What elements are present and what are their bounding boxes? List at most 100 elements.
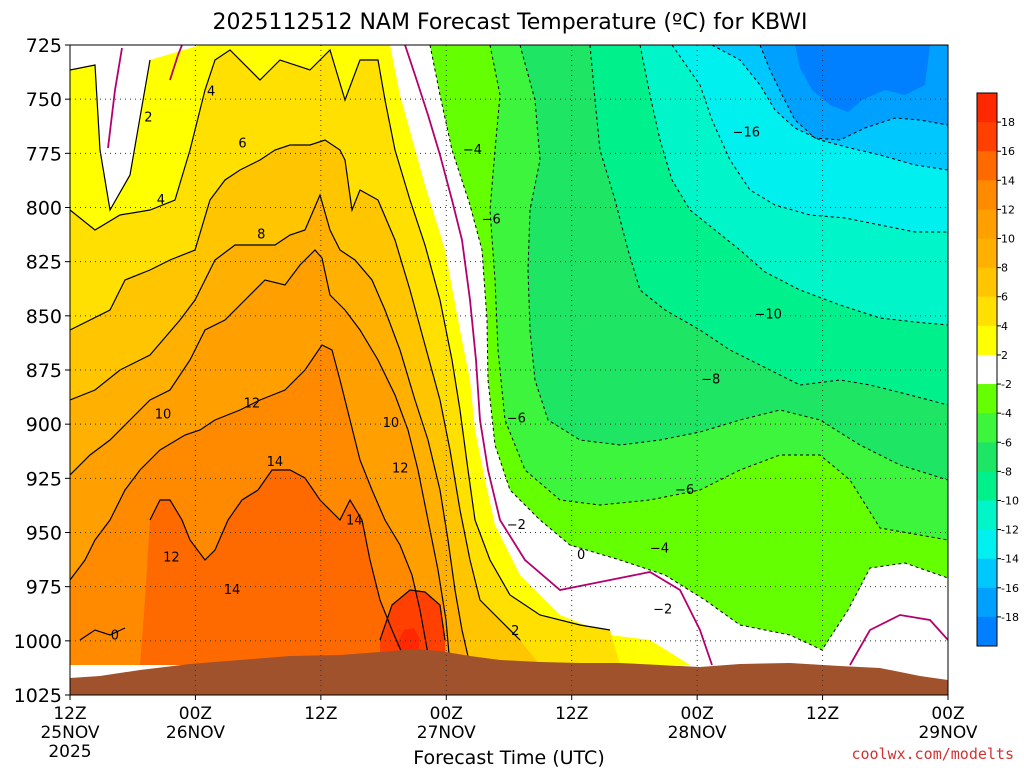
colorbar-bin-18 — [977, 616, 997, 647]
colorbar-bin-4 — [977, 209, 997, 240]
y-tick-label-875: 875 — [26, 360, 62, 382]
colorbar-bin-9 — [977, 354, 997, 385]
contour-label-8: 14 — [267, 455, 284, 470]
x-axis-label: Forecast Time (UTC) — [413, 747, 604, 768]
colorbar-bin-7 — [977, 296, 997, 327]
x-tick-label-0-1: 12Z — [53, 704, 86, 724]
colorbar-bin-14 — [977, 500, 997, 531]
contour-label-14: −4 — [463, 143, 482, 158]
contour-label-10: 14 — [346, 514, 363, 529]
colorbar-label-17: -18 — [1001, 611, 1019, 624]
region-16-18 — [380, 590, 445, 665]
colorbar-bin-0 — [977, 93, 997, 123]
x-tick-label-60-1: 00Z — [681, 704, 714, 724]
colorbar-bin-13 — [977, 471, 997, 501]
contour-label-21: −4 — [650, 542, 669, 557]
colorbar-label-15: -14 — [1001, 553, 1019, 566]
colorbar-label-3: 12 — [1001, 203, 1015, 216]
colorbar-label-7: 4 — [1001, 320, 1008, 333]
colorbar-bin-2 — [977, 151, 997, 181]
y-tick-label-775: 775 — [26, 143, 62, 165]
colorbar-label-11: -6 — [1001, 436, 1012, 449]
region-above-18 — [396, 628, 420, 654]
y-tick-label-750: 750 — [26, 89, 62, 111]
colorbar-label-0: 18 — [1001, 116, 1015, 129]
y-tick-label-825: 825 — [26, 252, 62, 274]
contour-label-0: 2 — [144, 111, 152, 126]
y-tick-label-1000: 1000 — [14, 631, 62, 653]
contour-label-16: −10 — [755, 308, 782, 323]
colorbar-label-16: -16 — [1001, 582, 1019, 595]
colorbar-bin-10 — [977, 384, 997, 414]
x-tick-label-48-1: 12Z — [555, 704, 588, 724]
y-tick-label-950: 950 — [26, 523, 62, 545]
x-tick-label-0-2: 25NOV — [40, 723, 99, 743]
colorbar-label-1: 16 — [1001, 145, 1015, 158]
colorbar-bin-16 — [977, 558, 997, 589]
contour-label-15: −6 — [482, 212, 501, 227]
x-tick-label-24-1: 12Z — [304, 704, 337, 724]
region-below-minus18 — [795, 45, 930, 112]
colorbar-label-8: 2 — [1001, 349, 1008, 362]
contour-labels: 2 4 6 4 8 12 10 10 14 12 14 12 14 0 −4 −6 −10 −8 −6 −6 −2 −4 0… — [111, 85, 782, 644]
plot-area: 2 4 6 4 8 12 10 10 14 12 14 12 14 0 −4 −6 −10 −8 −6 −6 −2 −4 0… — [70, 45, 948, 695]
terrain-ground — [70, 649, 948, 695]
y-tick-label-725: 725 — [26, 35, 62, 57]
x-tick-label-12-1: 00Z — [179, 704, 212, 724]
colorbar-label-9: -2 — [1001, 378, 1012, 391]
contour-label-24: 2 — [511, 624, 519, 639]
contour-label-12: 14 — [224, 583, 241, 598]
freezing-contour-lines — [107, 45, 948, 666]
x-tick-label-60-2: 28NOV — [668, 723, 727, 743]
contour-label-25: −16 — [733, 126, 760, 141]
colorbar-label-6: 6 — [1001, 291, 1008, 304]
contour-label-22: 0 — [577, 548, 585, 563]
colorbar-label-12: -8 — [1001, 465, 1012, 478]
y-tick-label-800: 800 — [26, 198, 62, 220]
contour-label-20: −2 — [507, 518, 526, 533]
contour-label-3: 4 — [157, 193, 165, 208]
colorbar-bin-5 — [977, 238, 997, 269]
colorbar-bin-15 — [977, 529, 997, 560]
contour-label-17: −8 — [701, 373, 720, 388]
contour-label-2: 6 — [238, 137, 246, 152]
negative-contour-lines — [429, 45, 948, 651]
y-tick-label-850: 850 — [26, 306, 62, 328]
colorbar-bin-12 — [977, 442, 997, 472]
contour-label-4: 8 — [257, 228, 265, 243]
contour-label-11: 12 — [163, 550, 180, 565]
y-axis: 725 750 775 800 825 850 875 900 925 950 975 1000 102… — [14, 35, 70, 707]
contour-label-1: 4 — [207, 85, 215, 100]
colorbar-label-13: -10 — [1001, 494, 1019, 507]
y-tick-label-975: 975 — [26, 577, 62, 599]
colorbar-bin-6 — [977, 267, 997, 298]
colorbar-label-14: -12 — [1001, 524, 1019, 537]
gridlines — [70, 45, 948, 695]
colorbar-bin-3 — [977, 180, 997, 210]
x-tick-label-72-1: 12Z — [806, 704, 839, 724]
contour-label-18: −6 — [507, 412, 526, 427]
x-tick-label-36-1: 00Z — [430, 704, 463, 724]
colorbar-label-2: 14 — [1001, 174, 1015, 187]
colorbar-bin-17 — [977, 587, 997, 618]
contour-lines — [70, 48, 611, 666]
y-tick-label-900: 900 — [26, 414, 62, 436]
contour-label-7: 10 — [383, 416, 400, 431]
contour-label-9: 12 — [392, 462, 409, 477]
contour-label-23: −2 — [653, 602, 672, 617]
x-tick-label-84-1: 00Z — [931, 704, 964, 724]
colorbar-label-10: -4 — [1001, 407, 1012, 420]
contour-label-19: −6 — [675, 483, 694, 498]
colorbar-label-4: 10 — [1001, 233, 1015, 246]
y-tick-label-1025: 1025 — [14, 685, 62, 707]
colorbar-label-5: 8 — [1001, 262, 1008, 275]
colorbar-bin-1 — [977, 122, 997, 152]
colorbar-frame — [976, 92, 998, 647]
contour-label-13: 0 — [111, 628, 119, 643]
contour-label-5: 12 — [244, 397, 261, 412]
colorbar: 18 16 14 12 10 8 6 4 2 -2 -4 -6 -8 -10 -12 -14 -16 -18 — [976, 92, 1019, 647]
y-tick-label-925: 925 — [26, 468, 62, 490]
colorbar-bin-8 — [977, 325, 997, 356]
